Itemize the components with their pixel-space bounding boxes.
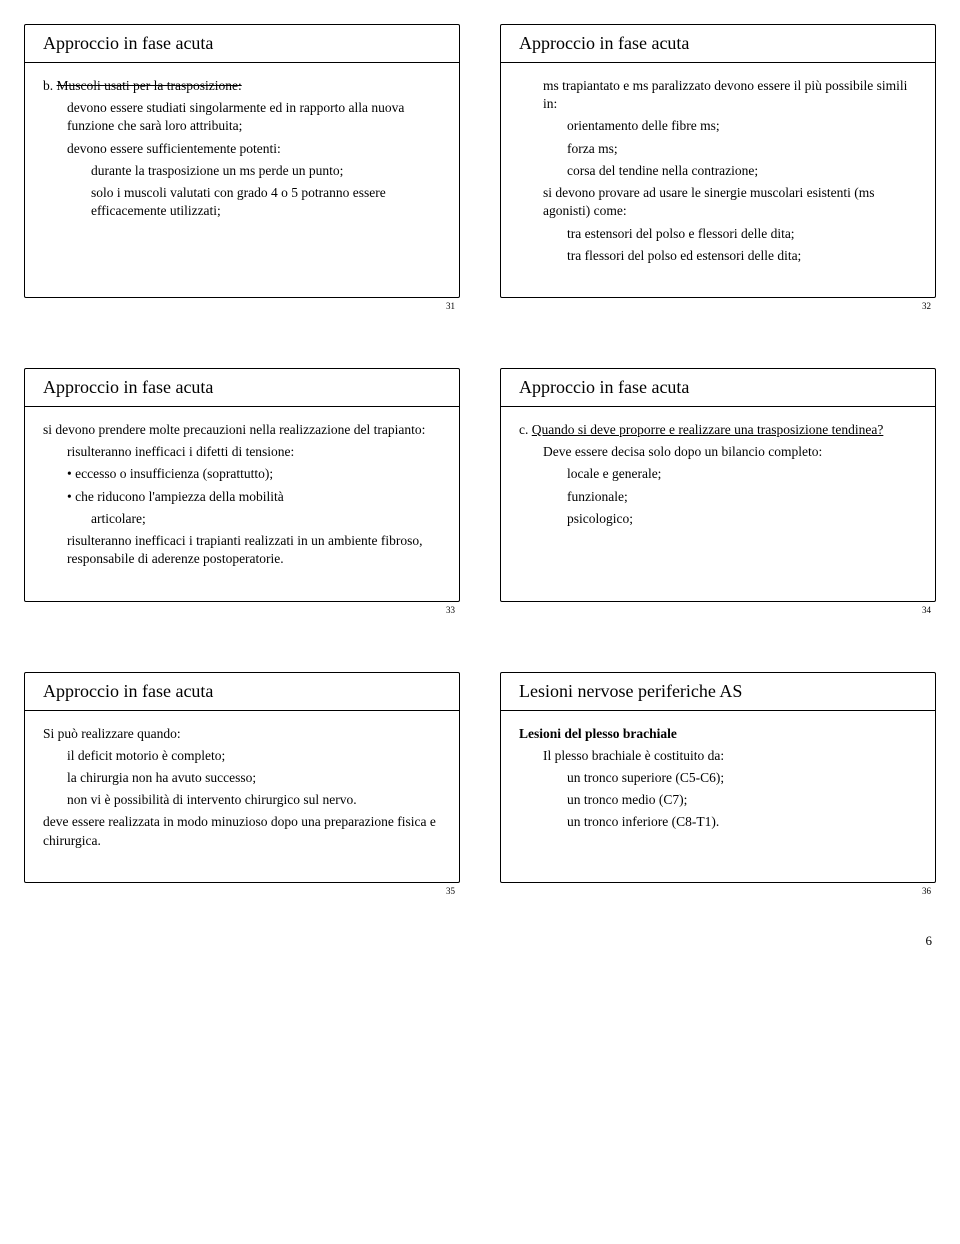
text-line: risulteranno inefficaci i difetti di ten…: [67, 443, 441, 461]
text-line: deve essere realizzata in modo minuzioso…: [43, 813, 441, 849]
slide-title: Approccio in fase acuta: [25, 673, 459, 711]
text-line: devono essere sufficientemente potenti:: [67, 140, 441, 158]
slide-body: si devono prendere molte precauzioni nel…: [25, 407, 459, 601]
text-line: si devono provare ad usare le sinergie m…: [543, 184, 917, 220]
text-line: Il plesso brachiale è costituito da:: [543, 747, 917, 765]
text-line: non vi è possibilità di intervento chiru…: [67, 791, 441, 809]
slide-number: 33: [446, 605, 455, 615]
text-line: devono essere studiati singolarmente ed …: [67, 99, 441, 135]
slide-body: ms trapiantato e ms paralizzato devono e…: [501, 63, 935, 297]
text-line: articolare;: [91, 510, 441, 528]
slide-title: Lesioni nervose periferiche AS: [501, 673, 935, 711]
slide-35: Approccio in fase acuta Si può realizzar…: [24, 672, 460, 883]
text-line: • eccesso o insufficienza (soprattutto);: [67, 465, 441, 483]
text-line: psicologico;: [567, 510, 917, 528]
lead-letter: c.: [519, 422, 532, 437]
slide-title: Approccio in fase acuta: [501, 369, 935, 407]
page-number: 6: [24, 933, 936, 949]
slide-31: Approccio in fase acuta b. Muscoli usati…: [24, 24, 460, 298]
text-line: un tronco superiore (C5-C6);: [567, 769, 917, 787]
text-line: • che riducono l'ampiezza della mobilità: [67, 488, 441, 506]
text-line: funzionale;: [567, 488, 917, 506]
text-line: b. Muscoli usati per la trasposizione:: [43, 77, 441, 95]
text-line: Si può realizzare quando:: [43, 725, 441, 743]
text-line: il deficit motorio è completo;: [67, 747, 441, 765]
text-line: solo i muscoli valutati con grado 4 o 5 …: [91, 184, 441, 220]
slide-body: b. Muscoli usati per la trasposizione: d…: [25, 63, 459, 253]
text-line: la chirurgia non ha avuto successo;: [67, 769, 441, 787]
text-line: c. Quando si deve proporre e realizzare …: [519, 421, 917, 439]
text-line: forza ms;: [567, 140, 917, 158]
text-line: si devono prendere molte precauzioni nel…: [43, 421, 441, 439]
underlined-text: Quando si deve proporre e realizzare una…: [532, 422, 884, 437]
slide-34: Approccio in fase acuta c. Quando si dev…: [500, 368, 936, 602]
text-line: Deve essere decisa solo dopo un bilancio…: [543, 443, 917, 461]
slide-number: 36: [922, 886, 931, 896]
text-line: orientamento delle fibre ms;: [567, 117, 917, 135]
slide-33: Approccio in fase acuta si devono prende…: [24, 368, 460, 602]
slide-number: 32: [922, 301, 931, 311]
slide-number: 31: [446, 301, 455, 311]
text-line: locale e generale;: [567, 465, 917, 483]
text-line: un tronco medio (C7);: [567, 791, 917, 809]
slide-title: Approccio in fase acuta: [501, 25, 935, 63]
text-line: durante la trasposizione un ms perde un …: [91, 162, 441, 180]
text-line: corsa del tendine nella contrazione;: [567, 162, 917, 180]
text-line: risulteranno inefficaci i trapianti real…: [67, 532, 441, 568]
slide-36: Lesioni nervose periferiche AS Lesioni d…: [500, 672, 936, 883]
text-line: ms trapiantato e ms paralizzato devono e…: [543, 77, 917, 113]
slide-body: c. Quando si deve proporre e realizzare …: [501, 407, 935, 560]
slide-body: Si può realizzare quando: il deficit mot…: [25, 711, 459, 882]
text-line: Lesioni del plesso brachiale: [519, 725, 917, 743]
slide-32: Approccio in fase acuta ms trapiantato e…: [500, 24, 936, 298]
text-line: tra flessori del polso ed estensori dell…: [567, 247, 917, 265]
slides-grid: Approccio in fase acuta b. Muscoli usati…: [24, 24, 936, 883]
slide-title: Approccio in fase acuta: [25, 25, 459, 63]
slide-number: 35: [446, 886, 455, 896]
text-line: tra estensori del polso e flessori delle…: [567, 225, 917, 243]
lead-letter: b.: [43, 78, 57, 93]
struck-text: Muscoli usati per la trasposizione:: [57, 78, 242, 93]
text-line: un tronco inferiore (C8-T1).: [567, 813, 917, 831]
slide-number: 34: [922, 605, 931, 615]
slide-body: Lesioni del plesso brachiale Il plesso b…: [501, 711, 935, 864]
slide-title: Approccio in fase acuta: [25, 369, 459, 407]
